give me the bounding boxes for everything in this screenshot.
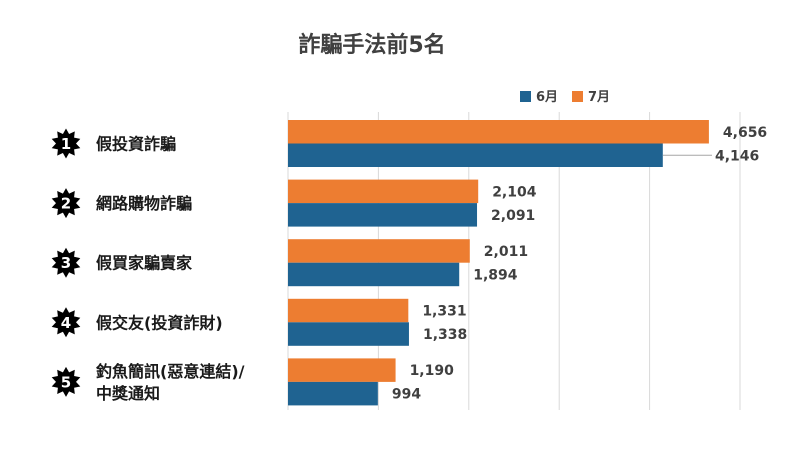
bar-jul [288, 239, 470, 263]
value-label: 994 [392, 387, 421, 403]
value-label: 1,894 [473, 267, 518, 283]
rank-number: 4 [61, 314, 71, 332]
legend-swatch [520, 91, 531, 102]
rank-number: 3 [61, 254, 71, 272]
legend-swatch [572, 91, 583, 102]
rank-number: 5 [61, 373, 71, 391]
legend: 6月 7月 [520, 90, 610, 105]
category-label: 假投資詐騙 [96, 135, 176, 154]
value-label: 1,190 [410, 363, 455, 379]
legend-label: 7月 [588, 90, 610, 105]
bar-jul [288, 179, 479, 204]
value-label: 2,091 [491, 208, 535, 224]
bar-jul [288, 358, 396, 382]
value-label: 2,104 [492, 184, 537, 200]
category-label: 假買家騙賣家 [96, 254, 193, 273]
category-labels: 1 假投資詐騙 2 網路購物詐騙 3 假買家騙賣家 4 假交友(投資詐財) 5 釣魚簡訊(惡意連結… [51, 128, 245, 403]
category-label: 網路購物詐騙 [96, 194, 192, 213]
legend-label: 6月 [536, 90, 558, 105]
value-label: 1,331 [422, 304, 466, 320]
rank-badge-icon [51, 188, 81, 219]
value-label: 2,011 [484, 244, 528, 260]
rank-badge-icon [51, 247, 81, 278]
bar-jul [288, 298, 409, 323]
category-label: 中獎通知 [96, 384, 160, 403]
value-label: 4,146 [715, 148, 759, 164]
value-label: 1,338 [423, 327, 467, 343]
bar-jul [288, 120, 709, 144]
rank-badge-icon [51, 366, 81, 397]
rank-number: 1 [61, 135, 71, 153]
category-label: 釣魚簡訊(惡意連結)/ [96, 362, 245, 381]
category-label: 假交友(投資詐財) [96, 313, 223, 332]
bar-jun [288, 381, 378, 406]
bar-jun [288, 262, 460, 287]
rank-badge-icon [51, 128, 81, 159]
value-labels: 4,656 4,146 2,104 2,091 2,011 1,894 1,331 1,338… [392, 125, 767, 403]
bar-jun [288, 203, 478, 227]
bars [288, 120, 709, 406]
rank-number: 2 [61, 195, 71, 213]
bar-jun [288, 322, 409, 346]
rank-badge-icon [51, 307, 81, 338]
bar-jun [288, 143, 663, 167]
value-label: 4,656 [723, 125, 767, 141]
chart-title: 詐騙手法前5名 [298, 32, 445, 58]
